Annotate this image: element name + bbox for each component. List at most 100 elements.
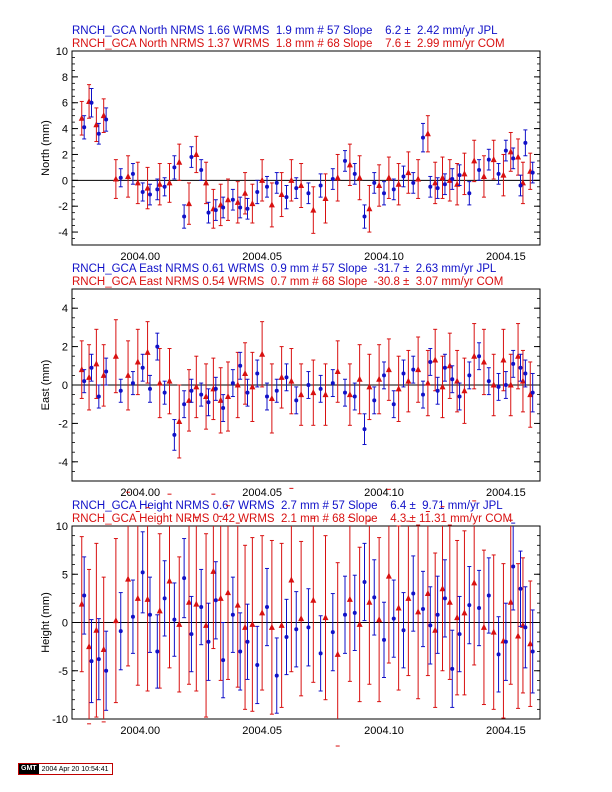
height-jpl-point	[230, 612, 235, 617]
east-jpl-point	[148, 386, 152, 391]
north-ytick-label: 2	[62, 149, 68, 161]
height-jpl-point	[162, 596, 167, 601]
north-ytick-label: 4	[62, 124, 68, 136]
east-jpl-point	[306, 383, 311, 387]
north-com-point	[259, 176, 266, 183]
north-com-point	[500, 171, 507, 178]
height-com-point	[225, 589, 231, 596]
north-jpl-point	[213, 208, 218, 213]
east-jpl-point	[523, 371, 528, 376]
height-xtick-label: 2004.10	[364, 725, 404, 737]
height-ylabel: Height (mm)	[40, 592, 52, 653]
east-xtick-label: 2004.10	[364, 487, 404, 499]
east-jpl-point	[496, 384, 501, 389]
height-jpl-point	[503, 639, 508, 644]
height-com-point	[234, 601, 241, 608]
height-jpl-point	[148, 612, 152, 617]
east-jpl-point	[318, 386, 323, 391]
height-com-point	[186, 598, 192, 605]
height-com-point	[356, 620, 363, 627]
height-com-point	[515, 632, 522, 639]
height-com-point	[432, 626, 439, 633]
timestamp-text: 2004 Apr 20 10:54:41	[41, 765, 109, 773]
height-com-point	[527, 640, 534, 647]
height-jpl-point	[140, 570, 145, 575]
east-jpl-point	[401, 371, 406, 376]
north-jpl-point	[130, 171, 135, 176]
north-com-point	[490, 156, 497, 163]
north-jpl-point	[274, 180, 279, 185]
north-jpl-point	[306, 191, 311, 196]
east-com-point	[432, 356, 439, 363]
height-jpl-point	[382, 637, 386, 642]
east-jpl-point	[442, 365, 447, 370]
height-com-point	[268, 623, 275, 630]
north-jpl-point	[511, 156, 516, 161]
east-jpl-point	[255, 371, 260, 376]
height-com-point	[134, 594, 141, 601]
east-jpl-point	[467, 373, 472, 378]
height-header-com: RNCH_GCA Height NRMS 0.42 WRMS 2.1 mm # …	[72, 513, 513, 525]
north-com-point	[100, 112, 107, 119]
north-com-point	[480, 172, 487, 179]
north-jpl-point	[89, 100, 94, 105]
height-com-point	[471, 579, 478, 586]
height-com-point	[259, 609, 266, 616]
north-jpl-point	[294, 186, 299, 191]
north-xtick-label: 2004.05	[242, 251, 282, 263]
height-ytick-label: 0	[62, 618, 68, 630]
height-com-point	[424, 590, 431, 597]
height-jpl-point	[362, 579, 367, 584]
height-com-point	[166, 577, 173, 584]
east-jpl-point	[352, 394, 357, 399]
north-com-point	[93, 121, 100, 128]
north-com-point	[515, 153, 522, 160]
gmt-logo: GMT	[19, 764, 39, 774]
north-jpl-point	[411, 180, 416, 185]
east-com-point	[424, 379, 431, 386]
north-jpl-point	[82, 125, 87, 130]
east-jpl-point	[435, 388, 440, 393]
east-com-point	[366, 383, 373, 390]
height-com-point	[366, 598, 373, 605]
north-jpl-point	[230, 197, 235, 202]
height-jpl-point	[372, 595, 377, 600]
north-com-point	[112, 175, 119, 182]
north-com-point	[356, 174, 363, 181]
east-jpl-point	[230, 381, 235, 386]
east-ytick-label: -2	[58, 418, 68, 430]
north-com-point	[507, 148, 514, 155]
height-jpl-point	[189, 632, 194, 637]
north-header-com: RNCH_GCA North NRMS 1.37 WRMS 1.8 mm # 6…	[72, 38, 505, 50]
height-jpl-point	[442, 596, 447, 601]
east-jpl-point	[428, 359, 433, 364]
east-jpl-point	[274, 388, 279, 393]
north-jpl-point	[148, 192, 152, 197]
north-jpl-point	[467, 191, 472, 196]
east-jpl-point	[89, 365, 94, 370]
height-jpl-point	[511, 564, 516, 569]
height-com-point	[242, 623, 249, 630]
height-com-point	[176, 620, 183, 627]
east-com-point	[193, 383, 200, 390]
north-jpl-point	[284, 195, 289, 200]
north-com-point	[366, 205, 373, 212]
height-com-point	[310, 596, 317, 603]
east-jpl-point	[362, 427, 367, 432]
east-jpl-point	[343, 390, 347, 395]
height-jpl-point	[221, 658, 226, 663]
height-com-point	[346, 595, 353, 602]
north-jpl-point	[318, 183, 323, 188]
height-jpl-point	[96, 657, 101, 662]
north-jpl-point	[238, 205, 243, 210]
north-jpl-point	[352, 171, 357, 176]
east-com-point	[203, 393, 210, 400]
north-ytick-label: 8	[62, 72, 68, 84]
north-jpl-point	[162, 184, 167, 189]
height-com-point	[454, 614, 461, 621]
north-com-point	[405, 169, 412, 176]
north-jpl-point	[401, 174, 406, 179]
height-ytick-label: 5	[62, 569, 68, 581]
north-com-point	[144, 184, 151, 191]
east-com-point	[439, 383, 446, 390]
